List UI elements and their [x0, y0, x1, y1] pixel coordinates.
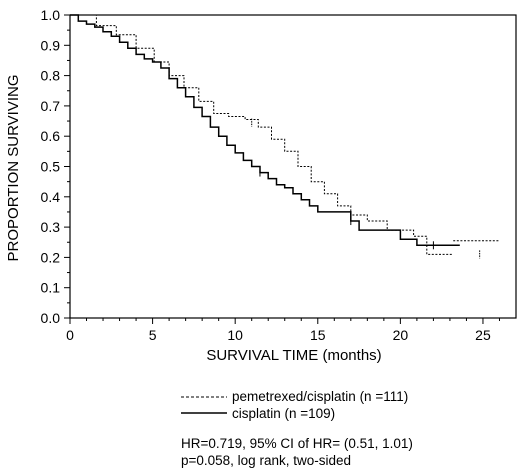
x-tick-label: 25	[475, 327, 491, 343]
y-tick-label: 0.5	[41, 159, 61, 175]
stats-annotation: HR=0.719, 95% CI of HR= (0.51, 1.01) p=0…	[181, 436, 413, 468]
y-tick-label: 0.6	[41, 128, 61, 144]
legend-label-pemetrexed: pemetrexed/cisplatin (n =111)	[232, 389, 408, 404]
y-tick-label: 0.7	[41, 98, 61, 114]
y-tick-label: 0.9	[41, 37, 61, 53]
p-value-text: p=0.058, log rank, two-sided	[181, 453, 351, 468]
y-tick-label: 1.0	[41, 7, 61, 23]
hazard-ratio-text: HR=0.719, 95% CI of HR= (0.51, 1.01)	[181, 436, 413, 451]
series-lines	[70, 14, 500, 259]
y-tick-label: 0.8	[41, 68, 61, 84]
x-tick-label: 15	[310, 327, 326, 343]
legend: pemetrexed/cisplatin (n =111) cisplatin …	[181, 389, 408, 421]
cisplatin-curve	[70, 14, 460, 247]
plot-frame	[69, 14, 517, 319]
pemetrexed-cisplatin-curve	[70, 14, 454, 255]
y-tick-label: 0.1	[41, 280, 61, 296]
y-axis-title: PROPORTION SURVIVING	[5, 75, 22, 262]
y-tick-label: 0.4	[41, 189, 61, 205]
y-tick-label: 0.3	[41, 219, 61, 235]
x-axis-title: SURVIVAL TIME (months)	[206, 347, 381, 364]
x-tick-label: 5	[149, 327, 157, 343]
axes: 0.0 0.1 0.2 0.3 0.4 0.5 0.6 0.7 0.8 0.9 1.0 0 5 10 15 2…	[41, 7, 517, 343]
y-tick-label: 0.0	[41, 310, 61, 326]
x-tick-label: 0	[66, 327, 74, 343]
x-tick-label: 20	[393, 327, 409, 343]
x-tick-label: 10	[227, 327, 243, 343]
legend-label-cisplatin: cisplatin (n =109)	[232, 406, 335, 421]
y-tick-label: 0.2	[41, 249, 61, 265]
